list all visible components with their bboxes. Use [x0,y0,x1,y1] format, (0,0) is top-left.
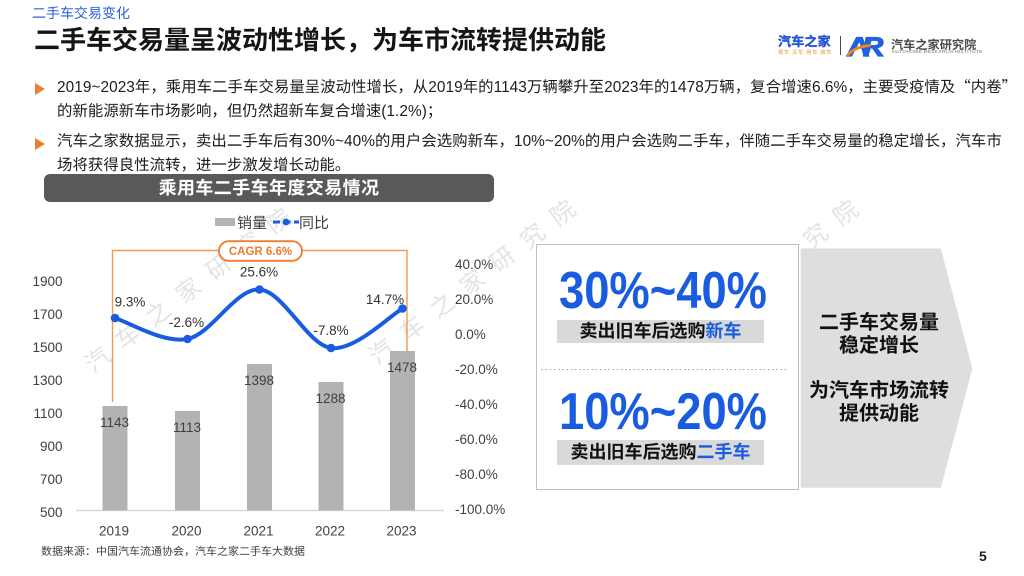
svg-text:9.3%: 9.3% [115,295,146,310]
svg-text:25.6%: 25.6% [240,265,278,280]
svg-text:-7.8%: -7.8% [313,323,348,338]
svg-text:CAGR 6.6%: CAGR 6.6% [229,246,292,258]
svg-text:1300: 1300 [32,373,62,388]
svg-text:1100: 1100 [33,406,62,421]
svg-text:0.0%: 0.0% [455,327,486,342]
svg-text:-40.0%: -40.0% [455,397,498,412]
svg-text:30%~40%: 30%~40% [559,262,767,320]
svg-text:-100.0%: -100.0% [455,502,505,517]
svg-text:20.0%: 20.0% [455,292,493,307]
svg-text:1143: 1143 [100,415,129,430]
svg-text:1500: 1500 [32,340,62,355]
svg-text:-80.0%: -80.0% [455,467,498,482]
svg-text:1288: 1288 [315,391,345,406]
svg-text:2022: 2022 [315,523,345,538]
svg-text:2021: 2021 [243,523,273,538]
svg-text:1398: 1398 [244,373,274,388]
svg-text:-20.0%: -20.0% [455,362,498,377]
svg-text:1478: 1478 [387,360,417,375]
svg-text:700: 700 [40,472,63,487]
svg-text:2020: 2020 [171,523,201,538]
svg-text:1900: 1900 [32,274,62,289]
svg-text:2019: 2019 [99,523,129,538]
svg-text:1113: 1113 [173,420,201,435]
svg-text:-60.0%: -60.0% [455,432,498,447]
svg-text:10%~20%: 10%~20% [559,383,767,441]
svg-text:1700: 1700 [32,307,62,322]
svg-text:14.7%: 14.7% [366,292,404,307]
svg-text:-2.6%: -2.6% [169,315,204,330]
svg-text:40.0%: 40.0% [455,257,493,272]
svg-text:2023: 2023 [386,523,416,538]
svg-text:500: 500 [40,505,63,520]
svg-text:900: 900 [40,439,63,454]
